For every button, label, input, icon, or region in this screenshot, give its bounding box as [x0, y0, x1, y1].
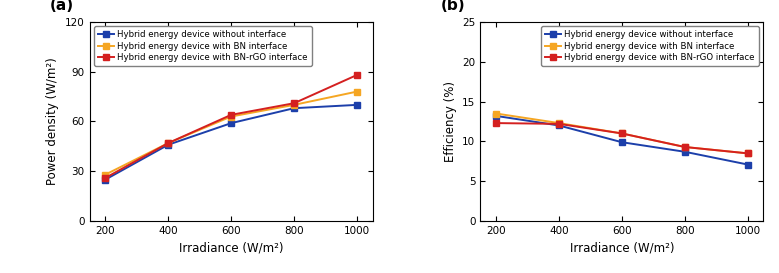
Hybrid energy device with BN interface	[743, 152, 753, 155]
X-axis label: Irradiance (W/m²): Irradiance (W/m²)	[569, 242, 674, 254]
Hybrid energy device with BN-rGO interface	[352, 73, 361, 77]
Hybrid energy device without interface	[227, 121, 236, 125]
Text: (a): (a)	[50, 0, 74, 13]
Legend: Hybrid energy device without interface, Hybrid energy device with BN interface, : Hybrid energy device without interface, …	[541, 26, 759, 66]
Hybrid energy device with BN-rGO interface	[743, 152, 753, 155]
Hybrid energy device with BN interface	[289, 103, 298, 106]
Hybrid energy device with BN-rGO interface	[227, 113, 236, 117]
Line: Hybrid energy device with BN interface: Hybrid energy device with BN interface	[103, 89, 360, 177]
Hybrid energy device with BN interface	[164, 141, 173, 145]
Hybrid energy device with BN interface	[352, 90, 361, 93]
Hybrid energy device with BN interface	[227, 115, 236, 118]
Hybrid energy device with BN interface	[555, 121, 564, 125]
Hybrid energy device without interface	[617, 141, 626, 144]
Hybrid energy device without interface	[555, 124, 564, 127]
Hybrid energy device with BN interface	[617, 132, 626, 135]
X-axis label: Irradiance (W/m²): Irradiance (W/m²)	[179, 242, 284, 254]
Line: Hybrid energy device with BN-rGO interface: Hybrid energy device with BN-rGO interfa…	[493, 120, 750, 156]
Hybrid energy device with BN-rGO interface	[164, 141, 173, 145]
Hybrid energy device with BN-rGO interface	[492, 121, 501, 125]
Hybrid energy device with BN-rGO interface	[680, 145, 689, 149]
Hybrid energy device without interface	[289, 106, 298, 110]
Hybrid energy device with BN-rGO interface	[617, 132, 626, 135]
Hybrid energy device with BN-rGO interface	[555, 122, 564, 126]
Hybrid energy device with BN interface	[680, 145, 689, 149]
Y-axis label: Power density (W/m²): Power density (W/m²)	[47, 58, 59, 185]
Hybrid energy device with BN interface	[100, 173, 110, 176]
Hybrid energy device without interface	[164, 143, 173, 146]
Hybrid energy device without interface	[100, 178, 110, 181]
Hybrid energy device without interface	[743, 163, 753, 166]
Hybrid energy device without interface	[680, 150, 689, 153]
Line: Hybrid energy device with BN-rGO interface: Hybrid energy device with BN-rGO interfa…	[103, 72, 360, 181]
Hybrid energy device with BN interface	[492, 112, 501, 115]
Line: Hybrid energy device with BN interface: Hybrid energy device with BN interface	[493, 111, 750, 156]
Hybrid energy device with BN-rGO interface	[100, 176, 110, 180]
Legend: Hybrid energy device without interface, Hybrid energy device with BN interface, : Hybrid energy device without interface, …	[94, 26, 312, 66]
Line: Hybrid energy device without interface: Hybrid energy device without interface	[103, 102, 360, 182]
Y-axis label: Efficiency (%): Efficiency (%)	[443, 81, 456, 162]
Hybrid energy device with BN-rGO interface	[289, 102, 298, 105]
Text: (b): (b)	[441, 0, 465, 13]
Hybrid energy device without interface	[352, 103, 361, 106]
Hybrid energy device without interface	[492, 114, 501, 118]
Line: Hybrid energy device without interface: Hybrid energy device without interface	[493, 113, 750, 167]
